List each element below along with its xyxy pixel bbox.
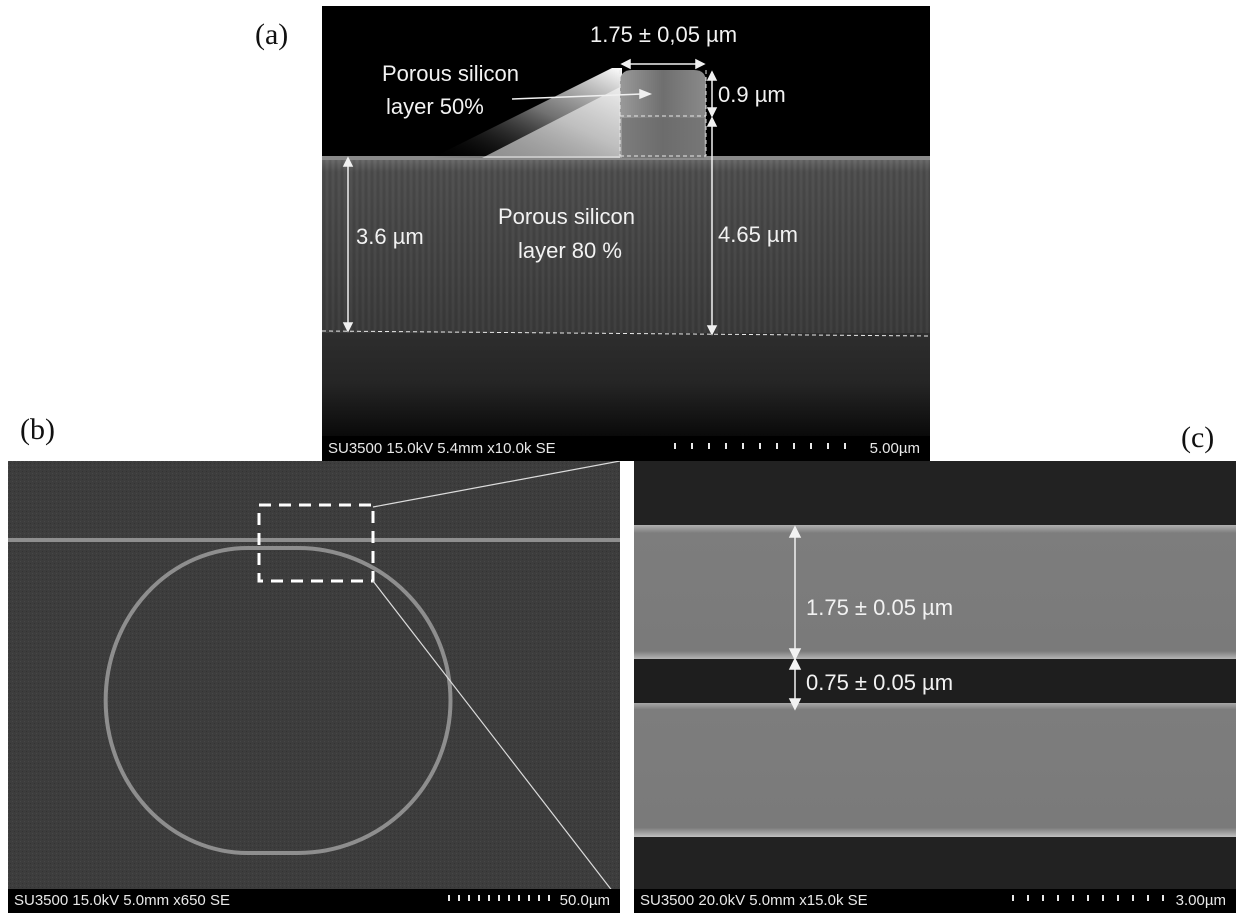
waveguide-width-label: 1.75 ± 0.05 µm — [806, 595, 954, 620]
ridge-width-label: 1.75 ± 0,05 µm — [590, 22, 738, 47]
panel-a-letter: (a) — [255, 18, 289, 51]
sem-image-b: SU3500 15.0kV 5.0mm x650 SE 50.0µm — [8, 461, 620, 913]
left-layer-height-label: 3.6 µm — [356, 224, 424, 249]
scale-bar-c — [1012, 895, 1164, 901]
porous-50-label-line1: Porous silicon — [382, 61, 519, 86]
sem-a-graphics — [322, 58, 930, 436]
sem-c-graphics — [634, 461, 1236, 913]
sem-b-scale-label: 50.0µm — [559, 892, 610, 909]
sem-image-c: 1.75 ± 0.05 µm 0.75 ± 0.05 µm SU3500 20.… — [634, 461, 1236, 913]
sem-c-footer: SU3500 20.0kV 5.0mm x15.0k SE 3.00µm — [634, 889, 1236, 913]
panel-b-letter: (b) — [20, 413, 55, 446]
porous-80-label-line1: Porous silicon — [498, 204, 635, 229]
porous-80-label-line2: layer 80 % — [518, 238, 622, 263]
scale-bar-a — [674, 443, 846, 449]
ridge-height-label: 0.9 µm — [718, 82, 786, 107]
panel-c-letter: (c) — [1181, 421, 1215, 454]
sem-a-meta: SU3500 15.0kV 5.4mm x10.0k SE — [328, 440, 556, 457]
sem-b-meta: SU3500 15.0kV 5.0mm x650 SE — [14, 892, 230, 909]
porous-50-label-line2: layer 50% — [386, 94, 484, 119]
sem-b-footer: SU3500 15.0kV 5.0mm x650 SE 50.0µm — [8, 889, 620, 913]
sem-image-a: 1.75 ± 0,05 µm 0.9 µm Porous silicon lay… — [322, 6, 930, 461]
sem-c-scale-label: 3.00µm — [1175, 892, 1226, 909]
sem-c-meta: SU3500 20.0kV 5.0mm x15.0k SE — [640, 892, 868, 909]
sem-b-graphics — [8, 461, 620, 913]
total-height-label: 4.65 µm — [718, 222, 798, 247]
scale-bar-b — [448, 895, 550, 901]
sem-a-footer: SU3500 15.0kV 5.4mm x10.0k SE 5.00µm — [322, 437, 930, 461]
gap-width-label: 0.75 ± 0.05 µm — [806, 670, 954, 695]
sem-a-scale-label: 5.00µm — [869, 440, 920, 457]
